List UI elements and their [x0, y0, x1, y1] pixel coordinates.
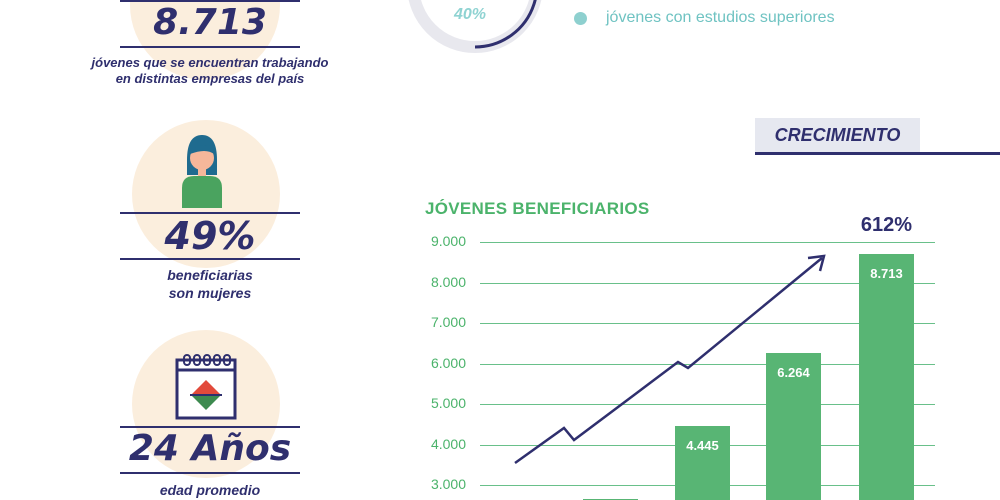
stat-underline	[120, 472, 300, 474]
bar-value-label: 8.713	[870, 265, 903, 281]
section-divider	[755, 152, 1000, 155]
y-tick-label: 6.000	[430, 354, 466, 371]
stat-value-age: 24 Años	[128, 428, 292, 469]
legend-item: jóvenes con estudios superiores	[606, 9, 835, 26]
gridline	[480, 363, 935, 365]
stat-value-women: 49%	[164, 214, 256, 258]
stat-value-employed: 8.713	[153, 2, 267, 43]
gridline	[480, 404, 935, 405]
stat-underline	[120, 46, 300, 48]
y-tick-label: 7.000	[430, 314, 466, 330]
donut-label: 40%	[453, 6, 487, 23]
growth-percent-label: 612%	[860, 214, 913, 236]
stat-caption-women: beneficiarias son mujeres	[167, 267, 253, 301]
y-tick-label: 5.000	[430, 395, 466, 411]
y-tick-label: 8.000	[430, 273, 466, 290]
y-tick-label: 9.000	[430, 233, 466, 249]
stat-underline	[120, 0, 300, 2]
stat-caption-age: edad promedio	[159, 482, 261, 498]
bar-value-label: 6.264	[777, 364, 810, 380]
bar	[675, 426, 730, 500]
donut-chart	[408, 0, 542, 53]
legend-dot	[574, 12, 587, 25]
woman-icon	[182, 135, 222, 208]
stat-underline	[120, 212, 300, 214]
chart-title: JÓVENES BENEFICIARIOS	[425, 199, 650, 218]
stat-caption-employed: jóvenes que se encuentran trabajando en …	[91, 55, 329, 86]
section-tab-crecimiento: CRECIMIENTO	[755, 118, 920, 152]
stat-underline	[120, 426, 300, 428]
calendar-icon	[175, 354, 237, 420]
y-tick-label: 3.000	[430, 476, 466, 492]
stat-underline	[120, 258, 300, 260]
y-tick-label: 4.000	[430, 435, 466, 452]
bar	[766, 352, 821, 500]
bar	[859, 253, 914, 500]
gridline	[480, 323, 935, 324]
gridline	[480, 242, 935, 243]
gridline	[480, 282, 935, 284]
bar-value-label: 4.445	[686, 438, 719, 454]
